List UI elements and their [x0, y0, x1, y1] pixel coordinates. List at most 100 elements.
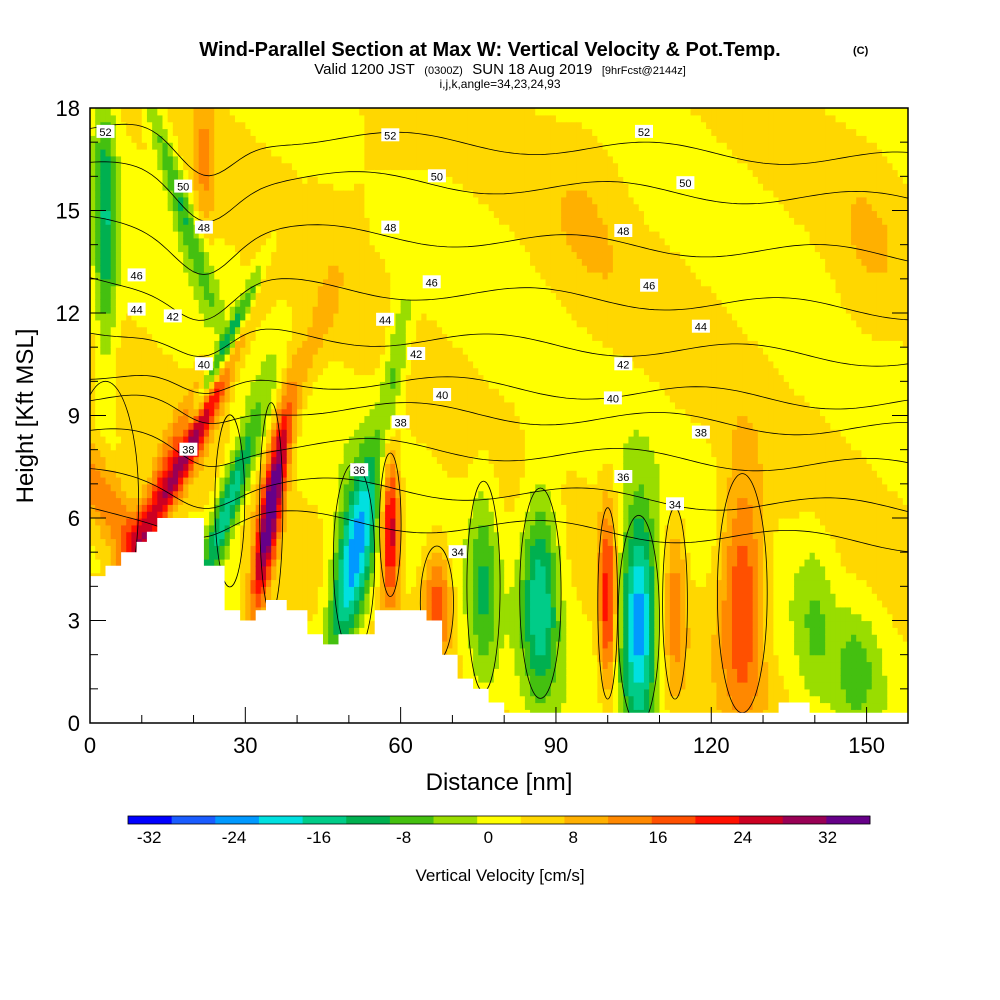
velocity-cell [271, 285, 277, 294]
velocity-cell [328, 552, 334, 560]
velocity-cell [364, 176, 371, 184]
velocity-cell [240, 422, 246, 430]
velocity-cell [338, 272, 345, 280]
velocity-cell [333, 244, 340, 253]
velocity-cell [141, 367, 148, 376]
velocity-cell [203, 449, 210, 458]
velocity-cell [209, 415, 215, 423]
velocity-cell [115, 319, 122, 328]
velocity-cell [110, 545, 117, 553]
velocity-cell [178, 162, 184, 171]
velocity-cell [157, 408, 164, 417]
velocity-cell [307, 620, 314, 628]
velocity-cell [297, 456, 303, 464]
velocity-cell [167, 340, 174, 348]
velocity-cell [364, 538, 371, 546]
velocity-cell [276, 183, 283, 191]
grid-info: i,j,k,angle=34,23,24,93 [439, 77, 560, 91]
velocity-cell [110, 367, 117, 376]
velocity-cell [354, 374, 360, 382]
velocity-cell [348, 190, 355, 198]
velocity-cell [229, 545, 236, 553]
velocity-cell [219, 388, 226, 396]
velocity-cell [286, 354, 293, 362]
velocity-cell [364, 518, 371, 526]
velocity-cell [328, 538, 334, 546]
velocity-cell [354, 121, 360, 130]
velocity-cell [354, 531, 360, 540]
velocity-cell [167, 374, 174, 382]
velocity-cell [224, 149, 231, 157]
velocity-cell [240, 354, 246, 362]
velocity-cell [291, 456, 298, 464]
velocity-cell [198, 149, 205, 157]
velocity-cell [115, 497, 122, 505]
velocity-cell [271, 149, 277, 157]
velocity-cell [240, 203, 246, 212]
velocity-cell [312, 620, 319, 628]
velocity-cell [276, 128, 283, 136]
velocity-cell [95, 169, 101, 177]
velocity-cell [234, 333, 241, 341]
velocity-cell [312, 299, 319, 307]
velocity-cell [286, 367, 293, 376]
velocity-cell [348, 237, 355, 246]
velocity-cell [307, 114, 314, 123]
velocity-cell [162, 354, 169, 362]
velocity-cell [152, 190, 158, 198]
velocity-cell [193, 176, 200, 184]
velocity-cell [302, 306, 309, 314]
velocity-cell [359, 538, 365, 546]
velocity-cell [317, 142, 324, 150]
velocity-cell [234, 265, 241, 273]
velocity-cell [105, 511, 112, 519]
velocity-cell [338, 183, 345, 191]
velocity-cell [255, 319, 262, 328]
velocity-cell [110, 538, 117, 546]
velocity-cell [260, 251, 267, 259]
velocity-cell [276, 436, 283, 444]
velocity-cell [354, 149, 360, 157]
velocity-cell [343, 319, 350, 328]
velocity-cell [100, 169, 107, 177]
velocity-cell [343, 135, 350, 143]
velocity-cell [203, 483, 210, 492]
velocity-cell [307, 559, 314, 567]
velocity-cell [183, 142, 189, 150]
velocity-cell [250, 306, 257, 314]
velocity-cell [276, 354, 283, 362]
velocity-cell [193, 285, 200, 294]
velocity-cell [286, 552, 293, 560]
velocity-cell [198, 408, 205, 417]
velocity-cell [364, 203, 371, 212]
velocity-cell [229, 381, 236, 389]
velocity-cell [312, 490, 319, 499]
velocity-cell [317, 272, 324, 280]
velocity-cell [266, 299, 272, 307]
velocity-cell [115, 169, 122, 177]
velocity-cell [100, 538, 107, 546]
velocity-cell [136, 217, 143, 225]
velocity-cell [359, 552, 365, 560]
velocity-cell [95, 401, 101, 410]
velocity-cell [312, 333, 319, 341]
velocity-cell [250, 258, 257, 266]
velocity-cell [162, 169, 169, 177]
velocity-cell [255, 135, 262, 143]
velocity-cell [317, 251, 324, 259]
velocity-cell [364, 169, 371, 177]
velocity-cell [348, 299, 355, 307]
velocity-cell [136, 511, 143, 519]
velocity-cell [234, 600, 241, 608]
velocity-cell [359, 511, 365, 519]
velocity-cell [178, 114, 184, 123]
velocity-cell [266, 367, 272, 376]
velocity-cell [183, 408, 189, 417]
velocity-cell [157, 272, 164, 280]
velocity-cell [141, 135, 148, 143]
velocity-cell [105, 265, 112, 273]
velocity-cell [333, 354, 340, 362]
velocity-cell [193, 463, 200, 471]
velocity-cell [328, 190, 334, 198]
velocity-cell [214, 408, 221, 417]
